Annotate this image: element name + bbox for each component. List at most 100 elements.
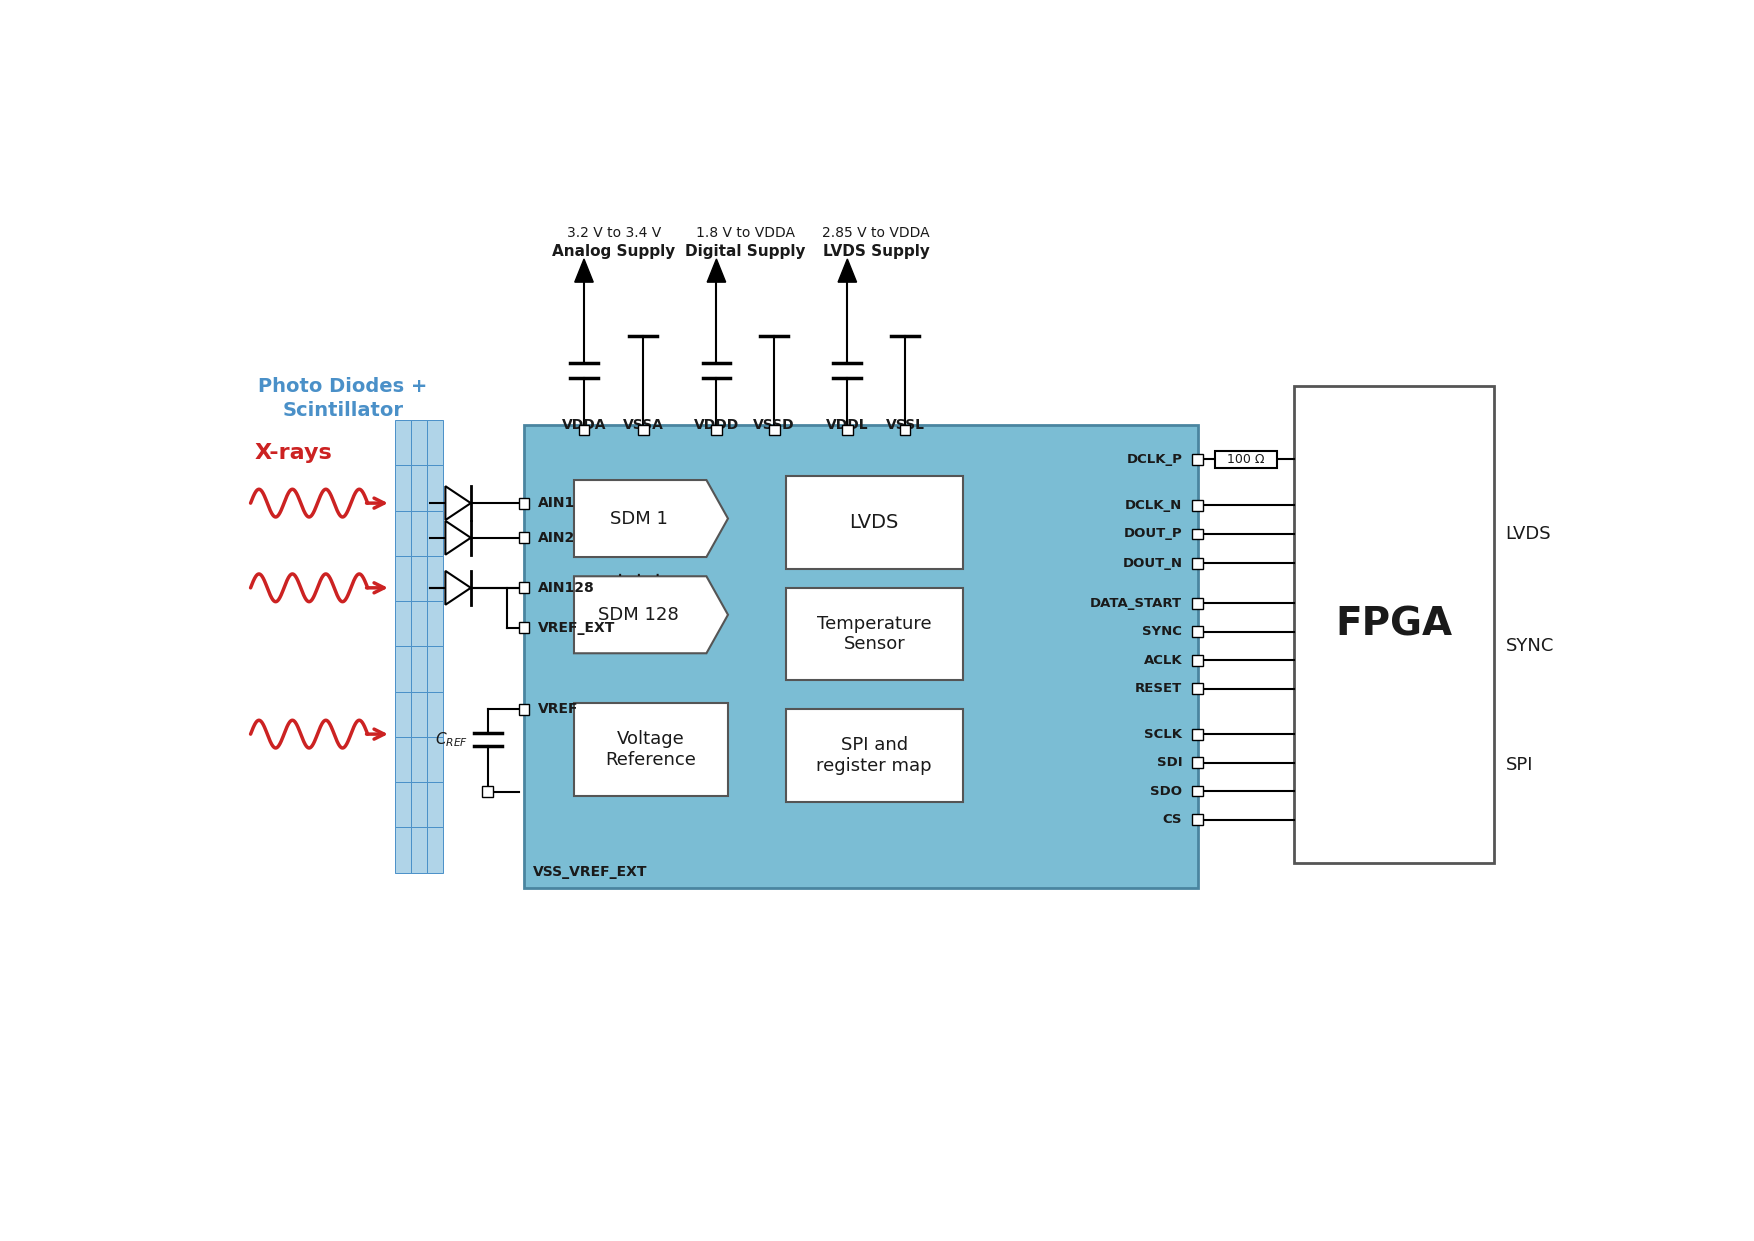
Bar (1193, 454, 1203, 464)
Bar (426, 601, 444, 647)
Bar (1193, 757, 1203, 768)
Bar (426, 465, 444, 510)
Text: SYNC: SYNC (1142, 625, 1182, 638)
Polygon shape (446, 521, 470, 555)
Bar (426, 419, 444, 465)
Bar (395, 465, 410, 510)
Text: DOUT_P: DOUT_P (1124, 527, 1182, 540)
Bar (395, 782, 410, 828)
Text: AIN2: AIN2 (538, 531, 575, 545)
Bar (426, 737, 444, 782)
Bar (395, 691, 410, 737)
Bar (410, 737, 426, 782)
FancyBboxPatch shape (524, 424, 1198, 889)
Text: SDO: SDO (1151, 784, 1182, 798)
Text: DCLK_N: DCLK_N (1124, 499, 1182, 513)
Bar (395, 419, 410, 465)
Bar (426, 510, 444, 556)
Bar (1193, 627, 1203, 637)
Polygon shape (707, 259, 726, 282)
Bar (410, 510, 426, 556)
Text: Voltage
Reference: Voltage Reference (605, 730, 696, 769)
Text: ACLK: ACLK (1144, 654, 1182, 666)
Bar (1193, 598, 1203, 608)
Text: VSSL: VSSL (886, 418, 924, 432)
Bar (1193, 786, 1203, 797)
Bar (900, 424, 910, 436)
Bar (410, 828, 426, 872)
Bar (1193, 500, 1203, 511)
Text: VDDD: VDDD (695, 418, 738, 432)
Text: 3.2 V to 3.4 V: 3.2 V to 3.4 V (567, 226, 661, 240)
Text: SDM 1: SDM 1 (610, 510, 668, 527)
FancyBboxPatch shape (1216, 450, 1277, 468)
Text: VSSD: VSSD (754, 418, 795, 432)
FancyBboxPatch shape (1294, 386, 1494, 864)
Text: DOUT_N: DOUT_N (1123, 557, 1182, 570)
Bar (710, 424, 723, 436)
Text: LVDS: LVDS (1505, 525, 1551, 542)
Text: VREF_EXT: VREF_EXT (538, 620, 616, 635)
Bar (395, 737, 410, 782)
Bar (519, 623, 530, 633)
Text: Photo Diodes +: Photo Diodes + (258, 376, 428, 396)
Text: DATA_START: DATA_START (1091, 597, 1182, 609)
Text: SDI: SDI (1156, 756, 1182, 769)
Bar (410, 465, 426, 510)
Bar (426, 556, 444, 601)
Text: X-rays: X-rays (254, 443, 332, 463)
Bar (395, 828, 410, 872)
Bar (1193, 529, 1203, 540)
Text: Digital Supply: Digital Supply (686, 243, 805, 258)
Bar (638, 424, 649, 436)
Bar (410, 782, 426, 828)
Text: AIN1: AIN1 (538, 496, 575, 510)
Text: $C_{REF}$: $C_{REF}$ (435, 730, 468, 748)
Bar (395, 647, 410, 691)
Polygon shape (574, 576, 728, 653)
Bar (410, 647, 426, 691)
FancyBboxPatch shape (786, 710, 963, 802)
Text: SCLK: SCLK (1144, 727, 1182, 741)
Text: VDDA: VDDA (561, 418, 607, 432)
Bar (519, 498, 530, 509)
Bar (426, 828, 444, 872)
Text: VREF: VREF (538, 702, 579, 716)
Bar (410, 556, 426, 601)
Text: 100 Ω: 100 Ω (1228, 453, 1265, 465)
Bar (395, 601, 410, 647)
Text: LVDS: LVDS (849, 513, 900, 532)
Text: 2.85 V to VDDA: 2.85 V to VDDA (823, 226, 930, 240)
FancyBboxPatch shape (574, 704, 728, 795)
Bar (519, 704, 530, 715)
Text: SPI and
register map: SPI and register map (816, 736, 931, 776)
Bar (519, 582, 530, 593)
FancyBboxPatch shape (786, 588, 963, 680)
Bar (1193, 655, 1203, 665)
Polygon shape (446, 486, 470, 520)
Bar (426, 691, 444, 737)
Text: SPI: SPI (1505, 756, 1533, 774)
Text: SYNC: SYNC (1505, 637, 1554, 654)
Text: Temperature
Sensor: Temperature Sensor (817, 614, 931, 654)
Text: CS: CS (1163, 813, 1182, 827)
Bar (426, 647, 444, 691)
Text: 1.8 V to VDDA: 1.8 V to VDDA (696, 226, 795, 240)
Bar (579, 424, 589, 436)
Text: AIN128: AIN128 (538, 581, 595, 594)
Polygon shape (575, 259, 593, 282)
Bar (482, 787, 493, 797)
Bar (1193, 684, 1203, 694)
Text: LVDS Supply: LVDS Supply (823, 243, 930, 258)
Bar (410, 601, 426, 647)
FancyBboxPatch shape (786, 477, 963, 568)
Bar (1193, 814, 1203, 825)
Polygon shape (574, 480, 728, 557)
Bar (519, 532, 530, 544)
Bar (395, 510, 410, 556)
Bar (1193, 557, 1203, 568)
Text: RESET: RESET (1135, 683, 1182, 695)
Polygon shape (446, 571, 470, 604)
Text: DCLK_P: DCLK_P (1126, 453, 1182, 465)
Text: Analog Supply: Analog Supply (553, 243, 675, 258)
